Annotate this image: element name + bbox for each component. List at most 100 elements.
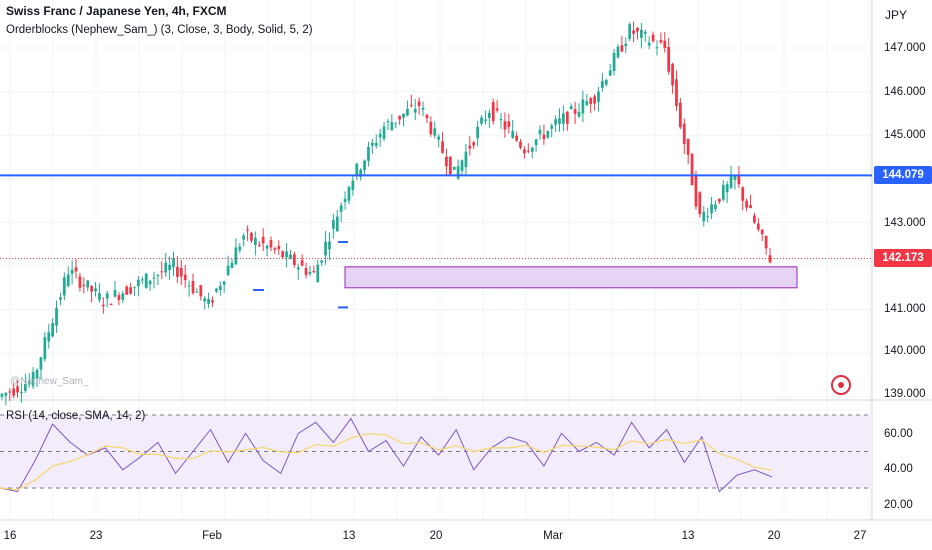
candle-body (628, 24, 632, 39)
candle-body (581, 99, 585, 114)
candle-body (737, 176, 741, 185)
candle-body (433, 128, 437, 136)
candle-body (164, 262, 168, 273)
candle-body (721, 184, 725, 200)
candle-body (246, 229, 249, 231)
candle-body (425, 114, 429, 119)
candle-body (140, 279, 144, 281)
candle-body (663, 40, 667, 48)
candle-body (452, 166, 456, 170)
candle-body (386, 121, 390, 123)
candle-body (156, 274, 160, 276)
candle-body (70, 269, 74, 274)
price-tick: 140.000 (884, 345, 926, 357)
candle-body (441, 141, 444, 153)
candle-body (86, 280, 90, 288)
candle-body (760, 229, 764, 235)
candle-body (117, 295, 121, 300)
candle-body (764, 235, 768, 249)
candle-body (331, 220, 335, 229)
candle-body (550, 125, 554, 129)
candle-body (710, 204, 713, 214)
candle-body (655, 47, 659, 49)
candle-body (269, 240, 273, 248)
candle-body (538, 129, 542, 135)
candle-body (66, 274, 70, 287)
author-watermark: @Nephew_Sam_ (10, 376, 89, 387)
candle-body (74, 267, 78, 272)
candle-body (702, 211, 706, 222)
candle-body (604, 79, 608, 85)
record-icon[interactable] (831, 375, 851, 395)
candle-body (234, 247, 238, 265)
candle-body (725, 184, 729, 193)
candle-body (27, 380, 31, 385)
candle-body (507, 121, 511, 128)
candle-body (23, 384, 27, 391)
candle-body (756, 223, 760, 230)
price-tick: 143.000 (884, 217, 926, 229)
candle-body (679, 102, 682, 128)
candle-body (187, 285, 191, 287)
candle-body (558, 118, 561, 124)
candle-body (480, 117, 483, 124)
candle-body (339, 205, 343, 212)
candle-body (90, 286, 93, 292)
candle-body (487, 112, 491, 119)
candle-body (562, 113, 565, 124)
candle-body (281, 251, 285, 258)
candle-body (191, 281, 195, 294)
indicator-title[interactable]: Orderblocks (Nephew_Sam_) (3, Close, 3, … (6, 24, 313, 36)
candle-body (367, 146, 370, 161)
candle-body (211, 300, 214, 303)
candle-body (526, 150, 530, 152)
candle-body (421, 107, 425, 110)
candle-body (47, 332, 51, 342)
candle-body (717, 198, 721, 202)
candle-body (690, 154, 694, 186)
time-tick: Feb (202, 530, 222, 542)
candle-body (437, 136, 441, 140)
candle-body (753, 215, 756, 223)
candle-body (4, 392, 8, 396)
candle-body (12, 388, 16, 396)
rsi-tick: 20.00 (884, 499, 913, 511)
symbol-title[interactable]: Swiss Franc / Japanese Yen, 4h, FXCM (6, 4, 227, 18)
candle-body (43, 337, 47, 360)
candle-body (312, 270, 316, 273)
rsi-title[interactable]: RSI (14, close, SMA, 14, 2) (6, 410, 146, 422)
time-tick: 20 (429, 530, 443, 542)
candle-body (20, 392, 23, 394)
candle-body (320, 260, 324, 263)
candle-body (413, 108, 417, 113)
price-axis-unit[interactable]: JPY (885, 8, 908, 22)
candle-body (215, 288, 218, 292)
candle-body (409, 104, 413, 106)
candle-body (476, 126, 479, 139)
candle-body (300, 260, 304, 266)
candle-body (643, 31, 647, 34)
candle-body (285, 251, 288, 258)
rsi-tick: 40.00 (884, 463, 913, 475)
candle-body (254, 237, 257, 245)
candle-body (460, 160, 464, 171)
candle-body (632, 30, 635, 34)
candle-body (8, 391, 12, 393)
candle-body (519, 141, 522, 148)
candle-body (359, 169, 363, 177)
level-price-badge: 144.079 (874, 166, 932, 184)
candle-body (429, 122, 433, 135)
candle-body (195, 291, 199, 293)
candle-body (577, 111, 581, 117)
candle-body (495, 108, 499, 111)
candle-body (659, 39, 663, 43)
candle-body (98, 293, 101, 300)
candle-body (647, 42, 651, 46)
candle-body (714, 204, 717, 210)
candle-body (351, 180, 355, 190)
candle-body (257, 244, 261, 246)
candle-body (448, 156, 452, 175)
candle-body (129, 287, 132, 294)
candle-body (612, 52, 616, 72)
